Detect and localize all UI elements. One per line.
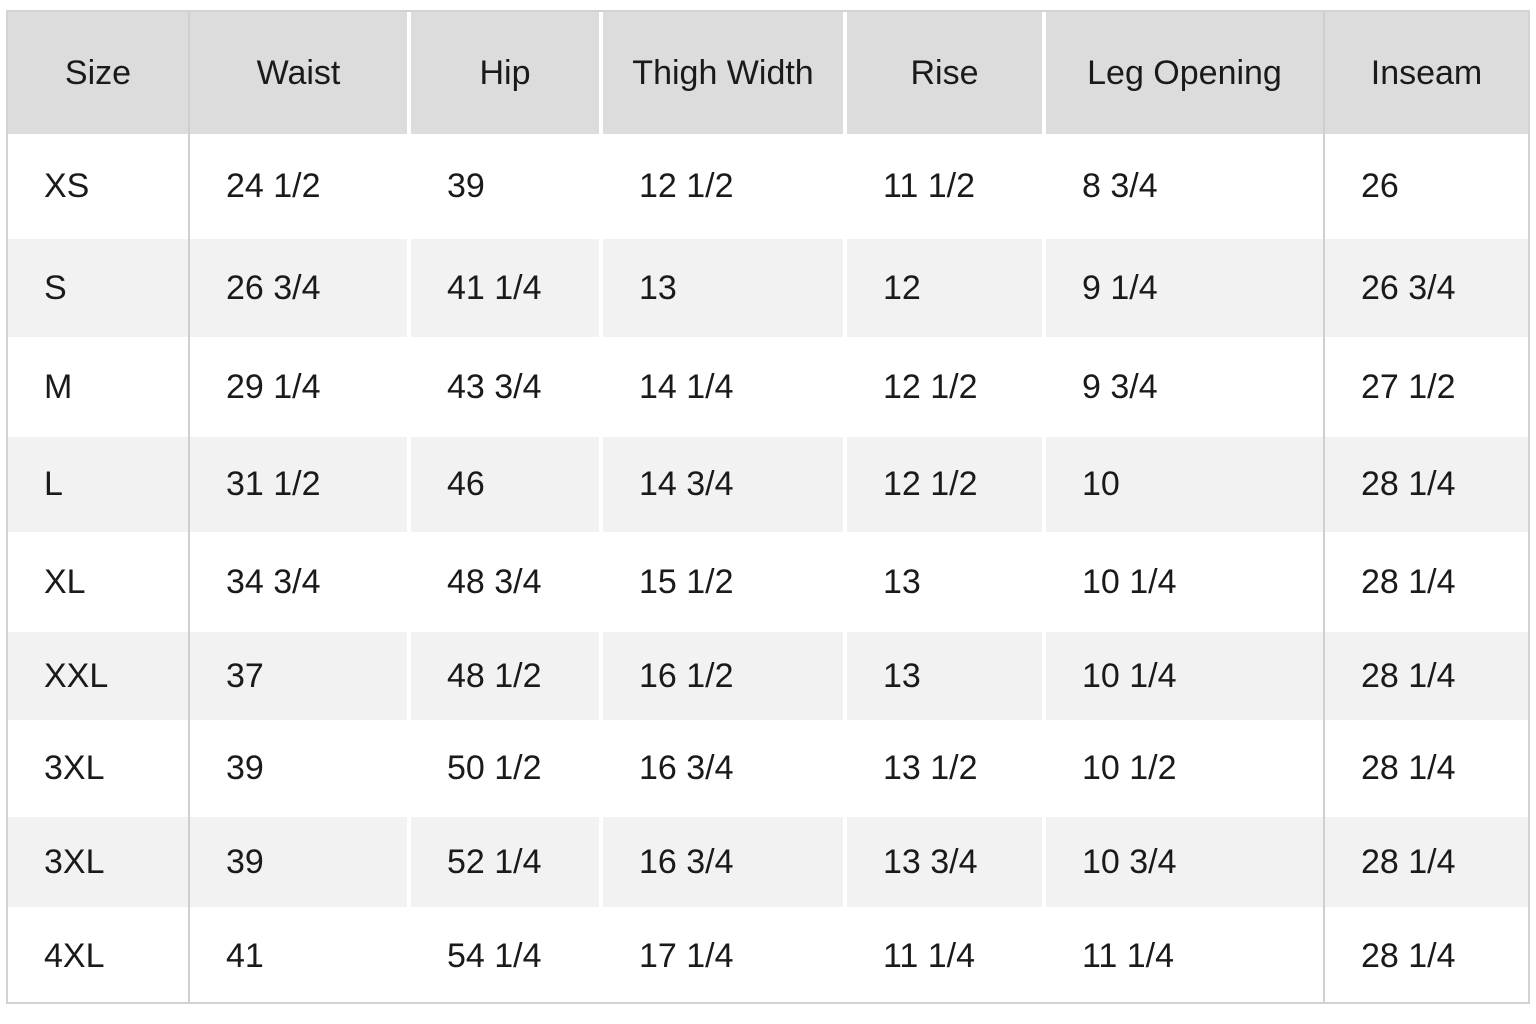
table-cell: 4XL	[8, 907, 190, 1002]
table-cell: 13	[847, 532, 1046, 632]
column-header: Hip	[411, 12, 603, 134]
table-row: XS 24 1/2 39 12 1/2 11 1/2 8 3/4 26	[8, 134, 1528, 239]
table-cell: 28 1/4	[1325, 437, 1528, 532]
table-cell: 13 3/4	[847, 817, 1046, 907]
table-row: M 29 1/4 43 3/4 14 1/4 12 1/2 9 3/4 27 1/2	[8, 337, 1528, 437]
table-cell: 10 3/4	[1046, 817, 1325, 907]
table-cell: 10	[1046, 437, 1325, 532]
table-cell: 26	[1361, 167, 1399, 205]
column-header: Leg Opening	[1046, 12, 1325, 134]
table-cell: 28 1/4	[1361, 562, 1456, 601]
table-cell: 10 1/4	[1046, 632, 1325, 720]
table-cell: 9 1/4	[1046, 239, 1325, 337]
table-cell: 14 1/4	[603, 337, 847, 437]
table-cell: 28 1/4	[1325, 817, 1528, 907]
table-cell: 27 1/2	[1361, 367, 1456, 406]
table-cell: 10 1/2	[1046, 720, 1325, 817]
table-cell: 50 1/2	[411, 720, 603, 817]
table-cell: 3XL	[8, 817, 190, 907]
size-table: Size Waist Hip Thigh Width Rise Leg Opening In…	[8, 12, 1528, 1002]
table-cell: 48 3/4	[411, 532, 603, 632]
table-cell: 14 3/4	[603, 437, 847, 532]
table-row: XXL 37 48 1/2 16 1/2 13 10 1/4 28 1/4	[8, 632, 1528, 720]
table-cell: 8 3/4	[1046, 134, 1325, 239]
table-row: 3XL 39 50 1/2 16 3/4 13 1/2 10 1/2 28 1/4	[8, 720, 1528, 817]
table-cell: 13	[603, 239, 847, 337]
column-header: Waist	[190, 12, 411, 134]
table-cell: 16 3/4	[603, 720, 847, 817]
table-cell: 37	[190, 632, 411, 720]
table-cell: 41 1/4	[411, 239, 603, 337]
table-cell: 16 3/4	[603, 817, 847, 907]
table-cell: 3XL	[8, 720, 190, 817]
table-cell: 31 1/2	[190, 437, 411, 532]
table-cell: 10 1/4	[1046, 532, 1325, 632]
table-cell: 12 1/2	[847, 337, 1046, 437]
table-row: S 26 3/4 41 1/4 13 12 9 1/4 26 3/4	[8, 239, 1528, 337]
table-cell: 11 1/4	[1046, 907, 1325, 1002]
table-cell: L	[8, 437, 190, 532]
table-cell: 28 1/4	[1361, 749, 1456, 787]
table-cell: XS	[8, 134, 190, 239]
table-cell: 39	[411, 134, 603, 239]
table-cell: 48 1/2	[411, 632, 603, 720]
table-row: L 31 1/2 46 14 3/4 12 1/2 10 28 1/4	[8, 437, 1528, 532]
table-cell: 39	[190, 817, 411, 907]
table-cell: XL	[8, 532, 190, 632]
column-header: Size	[8, 12, 190, 134]
size-table-container: Size Waist Hip Thigh Width Rise Leg Opening In…	[6, 10, 1530, 1004]
table-cell: 28 1/4	[1361, 937, 1456, 975]
table-cell: S	[8, 239, 190, 337]
table-cell: 24 1/2	[190, 134, 411, 239]
table-cell: M	[8, 337, 190, 437]
table-cell: 11 1/4	[847, 907, 1046, 1002]
table-cell: 54 1/4	[411, 907, 603, 1002]
table-cell: 13	[847, 632, 1046, 720]
table-cell: 46	[411, 437, 603, 532]
table-cell: 11 1/2	[847, 134, 1046, 239]
table-cell: 28 1/4	[1325, 632, 1528, 720]
table-cell: XXL	[8, 632, 190, 720]
table-cell: 52 1/4	[411, 817, 603, 907]
table-cell: 43 3/4	[411, 337, 603, 437]
table-row: XL 34 3/4 48 3/4 15 1/2 13 10 1/4 28 1/4	[8, 532, 1528, 632]
table-cell: 17 1/4	[603, 907, 847, 1002]
table-cell: 26 3/4	[1325, 239, 1528, 337]
table-row: 3XL 39 52 1/4 16 3/4 13 3/4 10 3/4 28 1/4	[8, 817, 1528, 907]
table-cell: 12 1/2	[847, 437, 1046, 532]
column-header: Thigh Width	[603, 12, 847, 134]
header-row: Size Waist Hip Thigh Width Rise Leg Opening In…	[8, 12, 1528, 134]
table-cell: 13 1/2	[847, 720, 1046, 817]
table-cell: 15 1/2	[603, 532, 847, 632]
column-header: Inseam	[1325, 12, 1528, 134]
table-cell: 16 1/2	[603, 632, 847, 720]
table-cell: 29 1/4	[190, 337, 411, 437]
table-cell: 39	[190, 720, 411, 817]
table-cell: 9 3/4	[1046, 337, 1325, 437]
column-header: Rise	[847, 12, 1046, 134]
table-cell: 26 3/4	[190, 239, 411, 337]
table-cell: 12	[847, 239, 1046, 337]
table-cell: 41	[190, 907, 411, 1002]
table-cell: 34 3/4	[190, 532, 411, 632]
table-row: 4XL 41 54 1/4 17 1/4 11 1/4 11 1/4 28 1/4	[8, 907, 1528, 1002]
table-cell: 12 1/2	[603, 134, 847, 239]
table-body: XS 24 1/2 39 12 1/2 11 1/2 8 3/4 26 S 26 3/4 41 1…	[8, 134, 1528, 1002]
